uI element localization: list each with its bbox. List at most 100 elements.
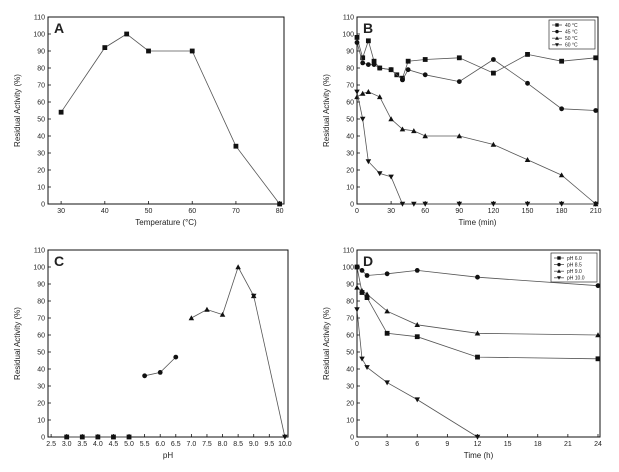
panel-a-x-tick-label: 30	[57, 208, 65, 215]
panel-c-y-tick-label: 40	[37, 367, 45, 374]
panel-c-x-tick-label: 4.5	[109, 441, 119, 448]
panel-b-x-tick-label: 90	[455, 208, 463, 215]
panel-d-y-tick-label: 40	[346, 367, 354, 374]
panel-c-x-tick-label: 5.5	[140, 441, 150, 448]
panel-a-y-tick-label: 30	[37, 151, 45, 158]
panel-c-x-tick-label: 6.5	[171, 441, 181, 448]
panel-c-x-tick-label: 3.5	[77, 441, 87, 448]
panel-b-series-4	[354, 89, 599, 207]
panel-c-series-3	[188, 264, 257, 321]
panel-d-series-4	[354, 307, 481, 440]
panel-b-data-point	[559, 58, 565, 64]
panel-c-y-tick-label: 80	[37, 299, 45, 306]
panel-a-y-axis-label: Residual Activity (%)	[13, 74, 22, 147]
panel-b-data-point	[388, 67, 394, 73]
panel-a-data-point	[233, 143, 239, 149]
panel-a-plot-frame	[47, 16, 285, 205]
panel-a-data-point	[58, 109, 64, 115]
panel-a-series-1	[58, 31, 283, 207]
panel-d-data-point	[474, 434, 481, 440]
panel-b-data-point	[592, 201, 599, 207]
panel-b-legend-entry: 40 °C	[565, 23, 578, 29]
panel-b-data-point	[388, 116, 394, 122]
panel-b-data-point	[593, 108, 599, 113]
panel-c-x-tick-label: 3.0	[62, 441, 72, 448]
panel-c-x-tick-label: 8.0	[218, 441, 228, 448]
panel-d-data-point	[354, 284, 360, 290]
panel-b-legend-entry: 50 °C	[565, 36, 578, 42]
panel-d-data-point	[359, 288, 365, 294]
panel-c-data-point	[219, 311, 226, 317]
panel-a-series-line	[60, 33, 280, 205]
panel-b-data-point	[422, 201, 428, 207]
panel-d-data-point	[354, 264, 360, 270]
panel-d-series-line	[356, 309, 478, 438]
panel-b-data-point	[524, 201, 531, 207]
panel-d-data-point	[384, 380, 390, 386]
panel-b-legend-marker	[555, 29, 559, 34]
panel-b-legend: 40 °C45 °C50 °C60 °C	[548, 19, 596, 50]
panel-b-y-tick-label: 40	[346, 134, 354, 141]
panel-d-legend-entry: pH 6.0	[567, 256, 582, 262]
panel-b-data-point	[377, 65, 383, 71]
panel-c-x-tick-label: 6.0	[155, 441, 165, 448]
panel-c-x-axis-label: pH	[163, 451, 173, 460]
panel-c-series-line	[253, 295, 286, 438]
panel-d-y-tick-label: 20	[346, 401, 354, 408]
panel-c-data-point	[142, 373, 148, 379]
panel-c-x-tick-label: 9.5	[264, 441, 274, 448]
panel-b-data-point	[524, 157, 531, 163]
panel-c-x-tick-label: 8.5	[233, 441, 243, 448]
panel-d-legend: pH 6.0pH 8.5pH 9.0pH 10.0	[550, 252, 598, 283]
panel-a-letter: A	[54, 20, 64, 36]
panel-b-data-point	[365, 159, 372, 165]
panel-b-data-point	[371, 58, 377, 64]
panel-a-y-tick-label: 40	[37, 134, 45, 141]
panel-d-series-line	[356, 287, 598, 336]
panel-d-data-point	[364, 365, 370, 371]
panel-b-legend-entry: 60 °C	[565, 43, 578, 49]
panel-b-x-tick-label: 150	[522, 208, 534, 215]
panel-c-data-point	[126, 434, 132, 440]
panel-b-series-2	[354, 40, 599, 113]
panel-a-data-point	[102, 45, 108, 50]
panel-d-x-tick-label: 0	[355, 441, 359, 448]
panel-c-x-tick-label: 10.0	[278, 441, 292, 448]
panel-d-y-axis-label: Residual Activity (%)	[322, 307, 331, 380]
panel-b-data-point	[558, 201, 565, 207]
panel-b-data-point	[360, 55, 366, 61]
panel-b-data-point	[354, 40, 360, 45]
panel-b-data-point	[405, 58, 411, 64]
panel-d-y-tick-label: 90	[346, 282, 354, 289]
panel-a-y-tick-label: 60	[37, 100, 45, 107]
panel-a: 30 40 50 60 70 80 0 10 20 30 40 50 60 70 80 90 100 110 Tem…	[13, 15, 285, 227]
panel-c-letter: C	[54, 253, 64, 269]
panel-b-legend-marker	[555, 23, 559, 27]
panel-c-y-tick-label: 30	[37, 384, 45, 391]
panel-b-data-point	[491, 70, 496, 76]
panel-b-data-point	[411, 128, 417, 134]
panel-b-y-tick-label: 60	[346, 100, 354, 107]
panel-b-data-point	[456, 55, 462, 61]
panel-b-data-point	[456, 79, 462, 84]
panel-d-y-tick-label: 0	[350, 435, 354, 442]
panel-c-y-tick-label: 90	[37, 282, 45, 289]
panel-d: 0 3 6 9 12 15 18 21 24 0 10 20 30 40 50 60 70 80 90 100 110 T…	[322, 248, 602, 461]
panel-a-data-point	[146, 48, 151, 54]
panel-b-data-point	[399, 126, 406, 132]
panel-b-data-point	[490, 201, 497, 207]
panel-b-y-tick-label: 10	[346, 185, 354, 192]
panel-c-data-point	[157, 370, 163, 375]
panel-b-data-point	[359, 116, 366, 122]
panel-c-data-point	[111, 434, 116, 440]
panel-d-legend-marker	[557, 262, 561, 267]
panel-a-x-axis-label: Temperature (°C)	[135, 218, 197, 227]
panel-d-legend-entry: pH 10.0	[567, 276, 585, 282]
panel-c-y-tick-label: 60	[37, 333, 45, 340]
panel-b-data-point	[491, 57, 496, 62]
panel-c-data-point	[204, 306, 210, 312]
panel-a-x-tick-label: 70	[232, 208, 240, 215]
panel-a-x-tick-label: 40	[101, 208, 109, 215]
panel-d-y-tick-label: 10	[346, 418, 354, 425]
